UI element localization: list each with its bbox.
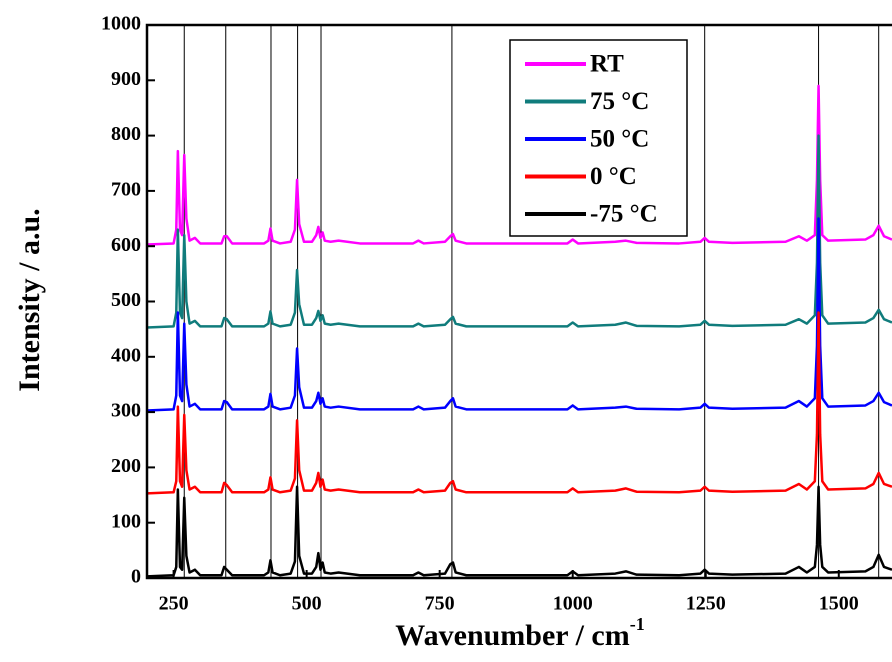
legend-label: 0 °C [590, 163, 637, 190]
y-axis-label: Intensity / a.u. [13, 208, 46, 391]
legend-label: 50 °C [590, 126, 649, 153]
legend-label: RT [590, 51, 624, 78]
x-axis-label: Wavenumber / cm-1 [395, 614, 644, 652]
y-tick-label: 100 [111, 510, 141, 532]
x-tick-label: 1250 [686, 593, 726, 615]
y-tick-label: 500 [111, 289, 141, 311]
legend-label: -75 °C [590, 201, 658, 228]
series-line [146, 134, 892, 329]
x-tick-label: 500 [292, 593, 322, 615]
y-tick-label: 300 [111, 400, 141, 422]
x-axis-label-main: Wavenumber / cm [395, 619, 629, 652]
y-tick-label: 200 [111, 455, 141, 477]
y-tick-label: 900 [111, 68, 141, 90]
series-line [146, 311, 892, 495]
y-tick-label: 1000 [101, 13, 141, 35]
x-tick-label: 1000 [553, 593, 593, 615]
y-tick-label: 800 [111, 123, 141, 145]
x-tick-label: 250 [159, 593, 189, 615]
series-line [146, 217, 892, 412]
y-tick-label: 400 [111, 344, 141, 366]
y-tick-label: 600 [111, 234, 141, 256]
series-line [146, 84, 892, 246]
y-tick-label: 0 [131, 566, 141, 588]
legend-label: 75 °C [590, 88, 649, 115]
y-tick-label: 700 [111, 178, 141, 200]
x-tick-label: 1500 [819, 593, 859, 615]
x-axis-label-sup: -1 [630, 614, 645, 634]
series-line [146, 485, 892, 578]
x-tick-label: 750 [425, 593, 455, 615]
